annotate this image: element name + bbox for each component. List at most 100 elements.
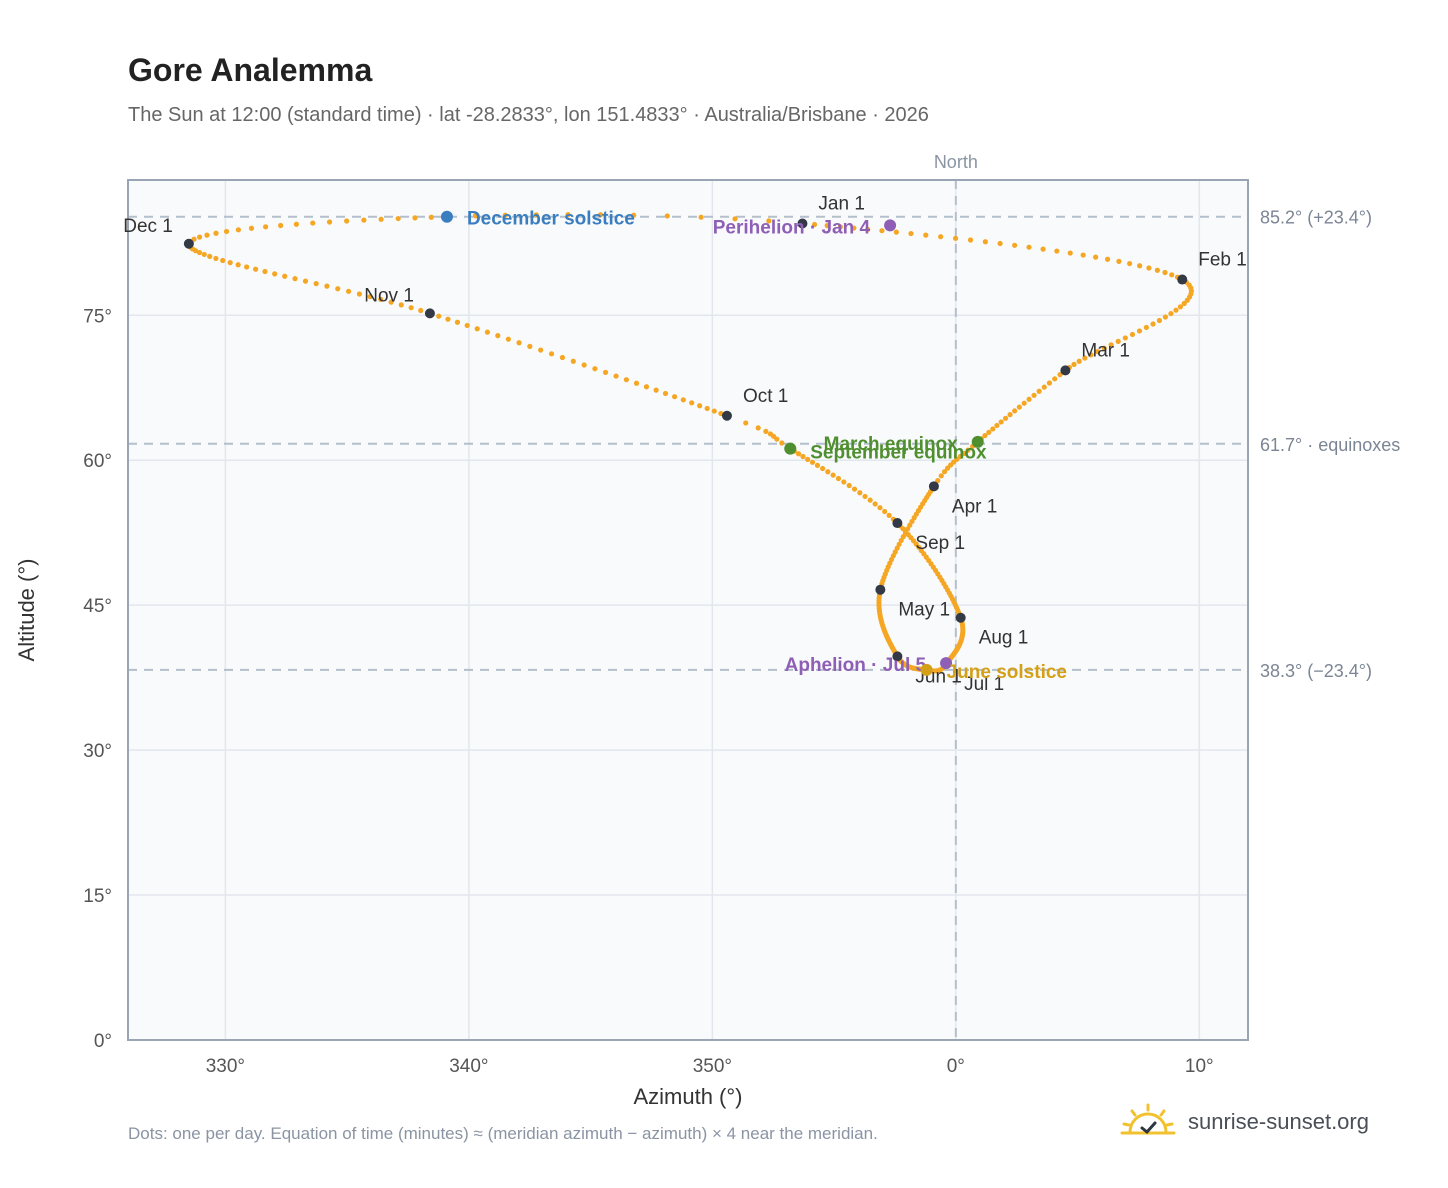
daily-dot [395,215,401,222]
daily-dot [830,472,836,478]
daily-dot [1041,384,1047,390]
daily-dot [1036,388,1042,394]
x-tick-label: 10° [1185,1056,1214,1077]
daily-dot [800,453,806,460]
daily-dot [986,429,992,435]
daily-dot [263,224,269,230]
daily-dot [1101,345,1107,351]
daily-dot [207,253,213,260]
daily-dot [998,419,1004,425]
daily-dot [680,397,686,403]
daily-dot [1088,352,1094,358]
daily-dot [516,340,522,346]
daily-dot [886,512,892,518]
daily-dot [1012,408,1018,414]
daily-dot [262,268,268,275]
daily-dot [867,497,873,503]
daily-dot [1082,355,1088,361]
daily-dot [704,405,710,412]
daily-dot [356,291,363,297]
x-axis-label: Azimuth (°) [633,1084,742,1109]
daily-dot [1115,338,1121,344]
daily-dot [436,313,442,319]
month-marker-label: Jan 1 [818,193,864,214]
daily-dot [191,236,197,242]
plot-frame [127,179,1249,1041]
daily-dot [865,226,871,232]
y-axis-label: Altitude (°) [14,559,39,662]
daily-dot [938,473,944,479]
daily-dot [412,215,418,221]
daily-dot [900,534,906,540]
month-marker [892,518,903,529]
month-marker-label: Nov 1 [364,285,414,306]
daily-dot [1156,317,1163,324]
daily-dot [1146,265,1152,271]
daily-dot [1052,376,1058,382]
daily-dot [388,299,394,305]
daily-dot [346,288,352,294]
daily-dot [204,232,210,238]
daily-dot [1012,242,1018,248]
daily-dot [1173,307,1179,313]
daily-dot [907,522,913,528]
daily-dot [898,537,904,544]
daily-dot [565,212,571,218]
daily-dot [941,469,948,475]
daily-dot [837,224,843,230]
daily-dot [763,428,769,434]
event-label: Perihelion · Jan 4 [713,217,871,238]
daily-dot [633,380,640,386]
daily-dot [220,257,226,264]
daily-dot [805,456,811,462]
month-marker [183,238,194,249]
daily-dot [597,212,604,218]
daily-dot [1136,328,1143,334]
daily-dot [1181,300,1187,307]
daily-dot [1168,310,1174,317]
daily-dot [945,465,951,471]
daily-dot [841,479,847,485]
daily-dot [967,237,974,243]
month-marker-label: Jul 1 [964,674,1004,695]
daily-dot [326,219,333,225]
daily-dot [755,425,761,431]
daily-dot [893,229,899,235]
daily-dot [872,501,878,507]
event-label: June solstice [947,662,1067,683]
daily-dot [1021,400,1027,406]
daily-dot [344,218,350,224]
daily-dot [235,262,241,268]
month-marker [892,651,903,662]
brand[interactable]: sunrise-sunset.org [1120,1102,1369,1142]
north-label: North [934,152,978,172]
daily-dot [418,307,424,314]
month-marker-label: Feb 1 [1198,250,1247,271]
daily-dot [795,451,802,457]
daily-dot [623,377,629,383]
daily-dot [484,329,491,335]
event-marker [884,219,897,232]
daily-dot [527,343,533,350]
page-title: Gore Analemma [128,52,373,88]
daily-dot [1162,269,1168,276]
daily-dot [505,336,511,342]
daily-dot [811,221,818,228]
daily-dot [227,260,233,266]
daily-dot [935,478,941,484]
daily-dot [631,212,637,218]
daily-dot [820,465,826,472]
event-label: December solstice [467,209,635,230]
daily-dot [671,394,678,400]
daily-dot [732,216,738,222]
month-marker [424,308,435,319]
daily-dot [201,251,207,258]
month-marker [955,612,966,623]
daily-dot [990,426,996,432]
reference-line-label: 85.2° (+23.4°) [1260,208,1372,228]
daily-dot [292,276,298,282]
daily-dot [213,255,219,262]
daily-dot [302,278,309,284]
daily-dot [1150,321,1156,327]
daily-dot [662,390,669,397]
